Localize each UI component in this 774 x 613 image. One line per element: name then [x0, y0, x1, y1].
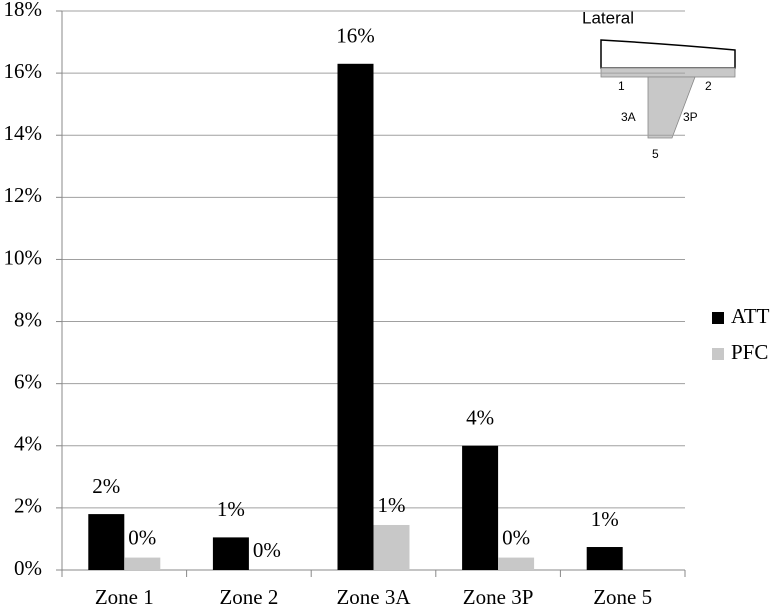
inset-stem — [647, 76, 696, 139]
x-tick-label: Zone 5 — [593, 585, 652, 609]
value-label: 0% — [128, 525, 156, 549]
inset-plate — [600, 39, 736, 69]
x-tick-label: Zone 2 — [219, 585, 278, 609]
bar — [586, 547, 623, 570]
inset-strip — [600, 67, 736, 78]
y-tick-label: 14% — [4, 121, 43, 145]
legend-swatch — [712, 348, 724, 360]
value-label: 1% — [591, 507, 619, 531]
bar — [212, 537, 249, 570]
y-tick-label: 8% — [14, 307, 42, 331]
y-tick-label: 16% — [4, 59, 43, 83]
y-tick-label: 0% — [14, 556, 42, 580]
value-label: 0% — [253, 538, 281, 562]
inset-label: 2 — [705, 79, 712, 93]
inset-label: 1 — [618, 79, 625, 93]
inset-diagram: Lateral 1 2 3A 3P 5 — [582, 8, 736, 161]
y-tick-label: 6% — [14, 369, 42, 393]
value-label: 0% — [502, 525, 530, 549]
value-label: 4% — [466, 406, 494, 430]
bar — [337, 63, 374, 571]
y-tick-label: 18% — [4, 0, 43, 21]
value-label: 2% — [92, 474, 120, 498]
x-tick-label: Zone 1 — [95, 585, 154, 609]
inset-label: 3P — [683, 110, 698, 124]
inset-title: Lateral — [582, 8, 634, 27]
y-tick-label: 4% — [14, 432, 42, 456]
value-label: 16% — [336, 24, 375, 48]
bar — [124, 557, 161, 570]
bar — [373, 524, 410, 570]
x-tick-label: Zone 3P — [463, 585, 534, 609]
legend-swatch — [712, 312, 724, 324]
inset-label: 5 — [652, 147, 659, 161]
value-label: 1% — [217, 497, 245, 521]
x-tick-label: Zone 3A — [336, 585, 411, 609]
bar — [88, 514, 125, 570]
legend-label: ATT — [731, 304, 770, 328]
bar — [498, 557, 535, 570]
y-tick-label: 12% — [4, 183, 43, 207]
y-tick-label: 10% — [4, 245, 43, 269]
legend-label: PFC — [731, 340, 768, 364]
y-tick-label: 2% — [14, 494, 42, 518]
bar — [462, 445, 499, 570]
value-label: 1% — [378, 493, 406, 517]
inset-label: 3A — [621, 110, 636, 124]
